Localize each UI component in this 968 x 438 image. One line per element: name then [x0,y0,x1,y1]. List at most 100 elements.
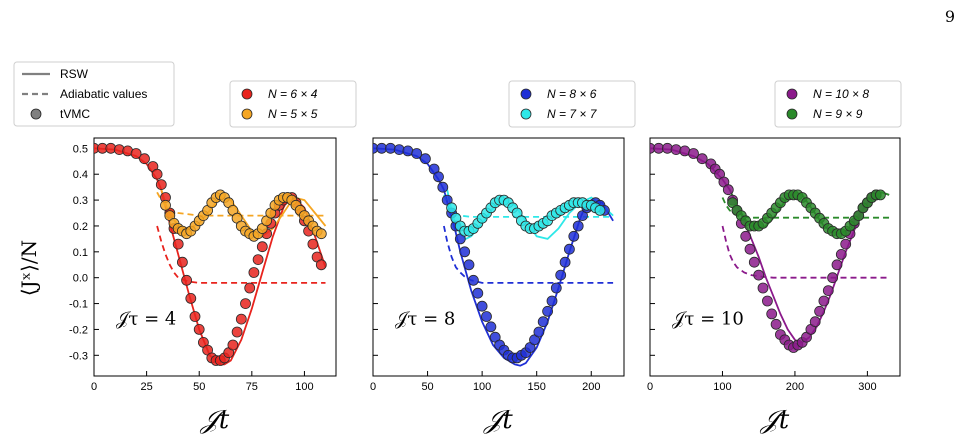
x-tick-label: 100 [295,381,313,393]
y-tick-label: -0.3 [69,350,88,362]
plot-frame [372,137,625,377]
x-tick-label: 300 [858,381,876,393]
y-tick-label: 0.5 [73,143,88,155]
tvmc-point [537,316,549,328]
x-tick-label: 75 [246,381,258,393]
tvmc-point [546,295,558,307]
tvmc-point [814,305,825,317]
x-axis-label: 𝒥t [759,405,790,435]
tvmc-point [481,311,492,322]
tvmc-point [550,282,562,294]
tvmc-point [748,256,760,268]
page-number: 9 [945,7,955,26]
y-tick-label: -0.2 [69,324,88,336]
adiabatic-dashed-line [443,225,614,284]
plot-frame [93,137,337,377]
x-tick-label: 0 [647,381,653,393]
tvmc-point [248,267,260,278]
x-tick-label: 25 [140,381,152,393]
panel-legend-label: N = 7 × 7 [547,107,598,121]
x-axis-label: 𝒥t [482,405,513,435]
legend-label-adiabatic: Adiabatic values [60,87,147,101]
panel-legend-marker [786,88,798,100]
panel-label: 𝒥τ = 4 [116,308,176,329]
x-tick-label: 0 [91,381,97,393]
tvmc-point [189,311,201,322]
tvmc-point [827,272,838,284]
tvmc-point [740,230,752,242]
tvmc-point [155,179,167,191]
panel-legend-marker [241,88,253,100]
tvmc-point [235,313,247,325]
panel-legend-marker [786,108,798,120]
tvmc-point [485,321,497,333]
tvmc-point [231,326,243,338]
tvmc-point [762,295,773,307]
tvmc-point [722,184,734,196]
adiabatic-dashed-line [156,225,326,284]
tvmc-point [315,228,327,240]
y-tick-label: 0.2 [73,221,88,233]
tvmc-point [822,285,834,297]
tvmc-point [809,316,821,328]
tvmc-point [411,148,423,159]
plot-frame [649,137,901,377]
legend-marker-swatch [30,108,42,120]
x-tick-label: 100 [473,381,491,393]
panel-1: 0 25 50 75 100 0.5 0.4 0.3 0.2 0.1 0.0 -0.1 -0.2 -0.3… [69,80,357,435]
panel-label: 𝒥τ = 8 [395,308,455,329]
tvmc-point [818,295,830,307]
tvmc-point [139,153,150,165]
y-tick-label: 0.0 [73,273,88,285]
x-tick-label: 200 [582,381,600,393]
panel-legend-label: N = 5 × 5 [268,107,318,121]
tvmc-point [151,168,163,180]
y-axis-label: ⟨Jˣ⟩/N [17,240,41,296]
x-axis-label: 𝒥t [199,405,230,435]
tvmc-point [696,153,708,165]
y-tick-label: -0.1 [69,299,88,311]
panel-label: 𝒥τ = 10 [672,308,744,329]
x-tick-label: 0 [370,381,376,393]
tvmc-point [688,148,699,159]
tvmc-point [572,220,584,232]
tvmc-point [533,326,545,338]
panel-legend-box [508,80,636,128]
y-tick-label: 0.3 [73,195,88,207]
x-tick-label: 50 [421,381,433,393]
legend-label-tvmc: tVMC [60,107,90,121]
panel-legend-label: N = 9 × 9 [813,107,863,121]
tvmc-point [240,298,251,310]
tvmc-point [307,238,319,250]
panel-2: 0 50 100 150 200 𝒥τ = 8 𝒥t N = 8 × 6 N = 7 × 7 [370,80,636,435]
tvmc-point [252,254,264,266]
tvmc-point [542,305,553,317]
tvmc-point [244,282,256,294]
tvmc-point [835,248,847,260]
shared-legend: RSW Adiabatic values tVMC [13,61,175,127]
tvmc-point [594,204,606,216]
tvmc-point [753,269,765,281]
panel-legend-label: N = 8 × 6 [547,87,597,101]
panel-legend: N = 8 × 6 N = 7 × 7 [508,80,636,128]
tvmc-point [476,300,488,312]
tvmc-point [840,238,852,250]
legend-label-rsw: RSW [60,67,89,81]
tvmc-point [770,318,782,330]
panel-legend-box [229,80,357,128]
panel-legend-marker [520,108,532,120]
tvmc-point [564,243,575,255]
tvmc-point [160,199,171,211]
tvmc-point [467,274,479,286]
tvmc-point [831,259,843,271]
x-tick-label: 100 [713,381,731,393]
tvmc-point [256,241,268,253]
x-tick-label: 50 [193,381,205,393]
y-tick-label: 0.1 [73,247,88,259]
x-tick-label: 150 [528,381,546,393]
tvmc-point [463,259,475,271]
tvmc-point [181,274,193,286]
panel-legend-marker [241,108,253,120]
tvmc-point [315,259,327,271]
rsw-solid-line [94,147,327,366]
